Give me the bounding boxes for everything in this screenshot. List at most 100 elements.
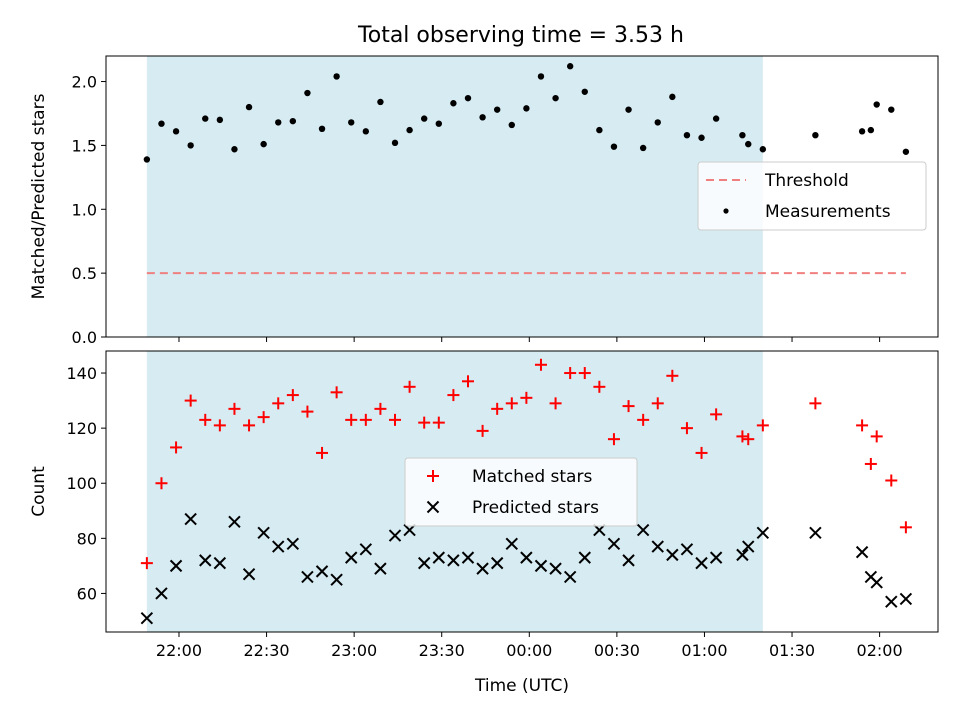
matched-star-point — [549, 397, 562, 410]
marker-stroke — [520, 551, 533, 564]
marker-stroke — [315, 565, 329, 578]
matched-star-point — [864, 457, 877, 470]
matched-star-point — [418, 416, 431, 429]
marker-stroke — [155, 587, 168, 600]
marker-stroke — [213, 556, 227, 570]
marker-stroke — [809, 526, 822, 540]
x-tick-label: 22:00 — [156, 641, 202, 660]
matched-star-point — [461, 375, 474, 388]
matched-star-point — [243, 419, 256, 432]
measurement-point — [377, 98, 384, 106]
predicted-star-point — [417, 556, 431, 570]
marker-stroke — [286, 537, 300, 551]
matched-star-point — [505, 397, 518, 410]
measurement-point — [479, 114, 486, 121]
predicted-star-point — [695, 556, 708, 570]
matched-star-point — [885, 474, 898, 487]
measurement-point — [231, 146, 238, 153]
predicted-star-point — [809, 526, 822, 540]
marker-stroke — [695, 556, 708, 570]
matched-star-point — [710, 408, 723, 421]
predicted-star-point — [756, 526, 770, 540]
measurement-point — [523, 105, 530, 112]
measurement-point — [698, 134, 705, 141]
axes-frame — [105, 350, 939, 633]
marker-stroke — [563, 570, 577, 584]
predicted-star-point — [330, 573, 343, 586]
marker-stroke — [680, 543, 694, 556]
predicted-star-point — [199, 554, 212, 567]
marker-stroke — [549, 562, 562, 575]
measurement-point — [669, 93, 676, 101]
marker-stroke — [432, 551, 446, 564]
measurement-point — [552, 94, 559, 102]
measurement-point — [654, 119, 661, 126]
measurement-point — [362, 128, 370, 135]
predicted-star-point — [140, 612, 154, 625]
marker-stroke — [864, 570, 878, 584]
matched-star-point — [140, 557, 153, 570]
matched-star-point — [534, 358, 547, 371]
matched-star-point — [607, 433, 620, 446]
predicted-star-point — [272, 540, 285, 553]
predicted-star-point — [432, 551, 446, 564]
matched-star-point — [593, 380, 606, 393]
matched-star-point — [359, 413, 372, 426]
marker-stroke — [345, 551, 358, 564]
y-tick-label: 1.5 — [72, 136, 97, 155]
matched-star-point — [374, 402, 387, 415]
matched-star-point — [476, 424, 489, 437]
marker-stroke — [301, 570, 314, 584]
matched-star-point — [228, 402, 241, 415]
matched-star-point — [345, 413, 358, 426]
predicted-star-point — [476, 562, 489, 575]
predicted-star-point — [447, 554, 460, 567]
measurement-point — [435, 120, 442, 127]
predicted-star-point — [709, 551, 723, 564]
matched-star-point — [389, 413, 402, 426]
y-tick-label: 0.0 — [72, 328, 97, 347]
marker-stroke — [490, 556, 504, 570]
predicted-star-point — [578, 551, 591, 564]
y-tick-label: 140 — [66, 364, 97, 383]
predicted-star-point — [899, 592, 913, 606]
matched-star-point — [301, 405, 314, 418]
predicted-star-point — [520, 551, 533, 564]
legend-box — [697, 161, 927, 231]
predicted-star-point — [345, 551, 358, 564]
predicted-star-point — [534, 559, 548, 573]
measurement-point — [508, 121, 515, 129]
measurement-point — [464, 94, 472, 102]
legend: Matched stars Predicted stars — [404, 457, 638, 527]
measurement-point — [348, 119, 355, 126]
marker-stroke — [607, 537, 621, 551]
matched-star-point — [447, 389, 460, 402]
predicted-star-point — [228, 515, 241, 529]
measurement-point — [596, 126, 603, 134]
predicted-star-point — [257, 526, 270, 540]
y-tick-label: 60 — [77, 584, 97, 603]
legend-entry-label: Measurements — [765, 202, 891, 222]
x-tick-label: 00:00 — [506, 641, 552, 660]
matched-star-point — [899, 521, 912, 534]
x-tick-label: 01:00 — [681, 641, 727, 660]
measurement-point — [566, 63, 574, 70]
measurement-point — [683, 131, 691, 139]
measurement-point — [712, 115, 720, 122]
measurement-point — [812, 131, 819, 139]
matched-star-point — [257, 411, 270, 424]
marker-stroke — [388, 529, 402, 542]
predicted-star-point — [461, 551, 475, 564]
marker-stroke — [855, 545, 869, 559]
predicted-star-point — [505, 537, 518, 551]
marker-stroke — [534, 559, 548, 573]
marker-stroke — [257, 526, 270, 540]
matched-star-point — [330, 386, 343, 399]
matched-star-point — [651, 397, 664, 410]
measurement-point — [888, 106, 895, 113]
matched-star-point — [637, 413, 650, 426]
matched-star-point — [155, 477, 168, 490]
predicted-star-point — [242, 567, 256, 581]
matched-star-point — [520, 391, 533, 404]
